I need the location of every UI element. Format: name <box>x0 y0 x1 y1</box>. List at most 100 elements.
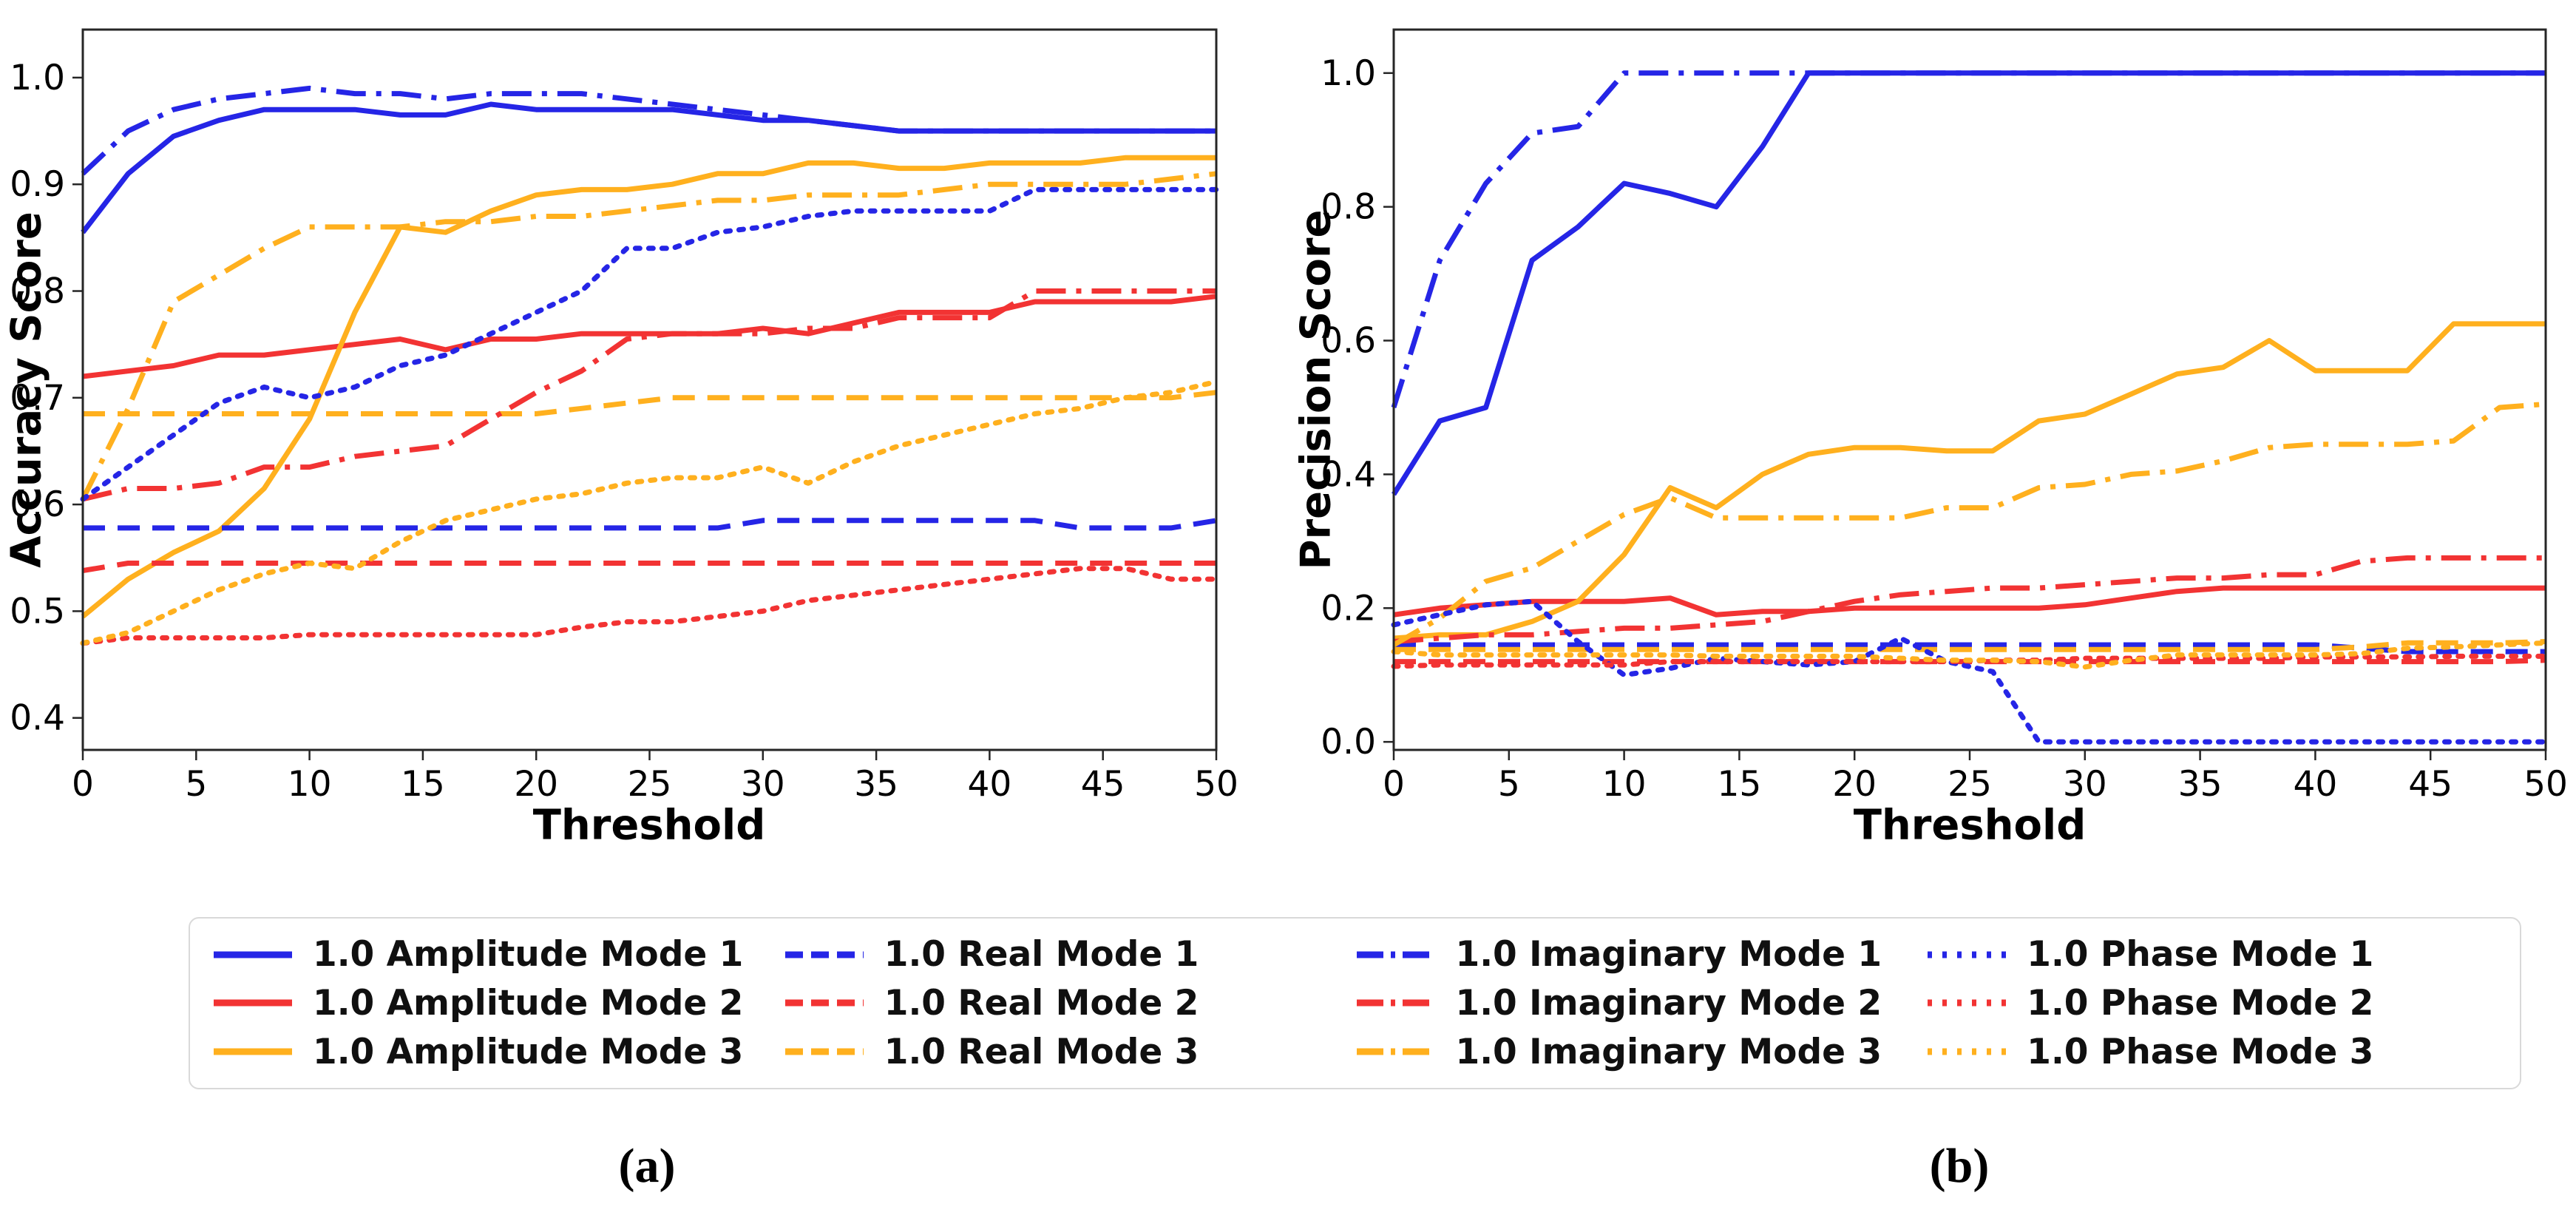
x-tick-label-accuracy-10: 10 <box>288 764 332 805</box>
y-tick-label-accuracy-0.7: 0.7 <box>10 378 65 419</box>
legend-marker-dashed-icon <box>784 951 864 958</box>
legend-marker-dashdot-icon <box>1356 999 1435 1007</box>
y-tick-label-precision-0.6: 0.6 <box>1321 321 1376 362</box>
x-axis-label-accuracy: Threshold <box>532 801 766 850</box>
legend-marker-solid-icon <box>214 1048 292 1055</box>
y-tick-label-accuracy-0.4: 0.4 <box>10 698 65 739</box>
legend-item-1-0-phase-mode-1: 1.0 Phase Mode 1 <box>1926 934 2498 975</box>
y-tick-label-accuracy-0.8: 0.8 <box>10 271 65 312</box>
legend-item-1-0-phase-mode-2: 1.0 Phase Mode 2 <box>1926 983 2498 1024</box>
legend-label: 1.0 Phase Mode 1 <box>2027 934 2374 975</box>
x-tick-label-accuracy-15: 15 <box>401 764 445 805</box>
legend-item-1-0-amplitude-mode-1: 1.0 Amplitude Mode 1 <box>212 934 784 975</box>
x-tick-label-accuracy-20: 20 <box>514 764 558 805</box>
legend-item-1-0-imaginary-mode-3: 1.0 Imaginary Mode 3 <box>1355 1032 1927 1072</box>
legend-item-1-0-amplitude-mode-3: 1.0 Amplitude Mode 3 <box>212 1032 784 1072</box>
legend-marker-dashdot-icon <box>1356 1048 1435 1055</box>
x-tick-label-precision-0: 0 <box>1383 764 1405 805</box>
x-tick-label-accuracy-50: 50 <box>1194 764 1238 805</box>
x-tick-label-accuracy-30: 30 <box>741 764 785 805</box>
series-precision-1-0-phase-mode-3 <box>1391 640 2549 670</box>
y-tick-label-precision-1.0: 1.0 <box>1321 53 1376 94</box>
x-tick-label-precision-35: 35 <box>2178 764 2223 805</box>
series-accuracy-1-0-imaginary-mode-3 <box>80 171 1217 501</box>
legend-label: 1.0 Amplitude Mode 3 <box>313 1031 744 1072</box>
x-tick-label-precision-50: 50 <box>2524 764 2568 805</box>
panel-label-b: (b) <box>1929 1139 1990 1193</box>
series-accuracy-1-0-amplitude-mode-2 <box>82 294 1217 379</box>
series-accuracy-1-0-real-mode-3 <box>83 390 1217 416</box>
x-tick-label-precision-15: 15 <box>1717 764 1761 805</box>
legend-marker-solid-icon <box>214 999 292 1007</box>
legend-label: 1.0 Imaginary Mode 2 <box>1455 982 1882 1024</box>
panel-label-a: (a) <box>618 1139 676 1193</box>
y-tick-label-accuracy-0.9: 0.9 <box>10 164 65 205</box>
legend-item-1-0-real-mode-1: 1.0 Real Mode 1 <box>784 934 1355 975</box>
series-precision-1-0-phase-mode-1 <box>1391 598 2549 745</box>
legend-marker-dotted-icon <box>1928 1048 2007 1055</box>
x-tick-label-accuracy-35: 35 <box>854 764 898 805</box>
series-accuracy-1-0-imaginary-mode-2 <box>82 288 1216 502</box>
legend-marker-dotted-icon <box>1928 951 2007 958</box>
x-tick-label-accuracy-5: 5 <box>185 764 207 805</box>
y-tick-label-accuracy-0.6: 0.6 <box>10 484 65 525</box>
x-tick-label-precision-5: 5 <box>1498 764 1520 805</box>
legend-marker-dashed-icon <box>784 1048 864 1055</box>
x-tick-label-accuracy-0: 0 <box>72 764 94 805</box>
series-precision-1-0-amplitude-mode-2 <box>1393 585 2546 618</box>
series-accuracy-1-0-real-mode-2 <box>82 561 1216 574</box>
plot-border-accuracy <box>81 28 1218 751</box>
x-tick-label-precision-40: 40 <box>2293 764 2337 805</box>
x-tick-label-precision-20: 20 <box>1832 764 1877 805</box>
x-tick-label-precision-10: 10 <box>1602 764 1647 805</box>
plot-border-precision <box>1392 28 2547 751</box>
x-tick-label-accuracy-25: 25 <box>628 764 672 805</box>
legend-label: 1.0 Imaginary Mode 3 <box>1455 1031 1882 1072</box>
legend-item-1-0-imaginary-mode-2: 1.0 Imaginary Mode 2 <box>1355 983 1927 1024</box>
y-tick-label-precision-0.4: 0.4 <box>1321 454 1376 495</box>
legend: 1.0 Amplitude Mode 1 1.0 Amplitude Mode 2… <box>189 917 2521 1089</box>
legend-item-1-0-real-mode-3: 1.0 Real Mode 3 <box>784 1032 1355 1072</box>
series-precision-1-0-imaginary-mode-3 <box>1392 401 2546 648</box>
x-tick-label-precision-45: 45 <box>2408 764 2453 805</box>
y-tick-label-precision-0.0: 0.0 <box>1321 722 1376 762</box>
series-accuracy-1-0-amplitude-mode-3 <box>81 155 1216 619</box>
x-tick-label-accuracy-45: 45 <box>1081 764 1125 805</box>
y-axis-label-precision: Precision Score <box>1292 209 1340 570</box>
y-tick-label-accuracy-1.0: 1.0 <box>10 58 65 98</box>
x-tick-label-accuracy-40: 40 <box>967 764 1011 805</box>
legend-label: 1.0 Real Mode 2 <box>884 982 1199 1024</box>
series-accuracy-1-0-real-mode-1 <box>83 518 1217 531</box>
legend-item-1-0-amplitude-mode-2: 1.0 Amplitude Mode 2 <box>212 983 784 1024</box>
series-accuracy-1-0-imaginary-mode-1 <box>81 85 1216 176</box>
series-precision-1-0-amplitude-mode-1 <box>1392 70 2546 496</box>
legend-marker-dashdot-icon <box>1356 951 1435 958</box>
y-axis-label-accuracy: Accuracy Score <box>2 212 51 568</box>
x-tick-label-precision-30: 30 <box>2063 764 2107 805</box>
y-tick-label-precision-0.2: 0.2 <box>1321 588 1376 629</box>
legend-item-1-0-real-mode-2: 1.0 Real Mode 2 <box>784 983 1355 1024</box>
series-precision-1-0-amplitude-mode-3 <box>1393 321 2546 641</box>
series-precision-1-0-imaginary-mode-2 <box>1393 555 2546 644</box>
legend-marker-dashed-icon <box>784 999 864 1007</box>
series-accuracy-1-0-phase-mode-2 <box>80 566 1219 646</box>
legend-label: 1.0 Amplitude Mode 1 <box>313 934 744 975</box>
legend-label: 1.0 Phase Mode 3 <box>2027 1031 2374 1072</box>
legend-label: 1.0 Amplitude Mode 2 <box>313 982 744 1024</box>
legend-item-1-0-imaginary-mode-1: 1.0 Imaginary Mode 1 <box>1355 934 1927 975</box>
legend-label: 1.0 Real Mode 3 <box>884 1031 1199 1072</box>
series-accuracy-1-0-amplitude-mode-1 <box>81 101 1216 234</box>
x-tick-label-precision-25: 25 <box>1948 764 1992 805</box>
y-tick-label-accuracy-0.5: 0.5 <box>10 591 65 632</box>
legend-label: 1.0 Imaginary Mode 1 <box>1455 934 1882 975</box>
legend-label: 1.0 Real Mode 1 <box>884 934 1199 975</box>
legend-item-1-0-phase-mode-3: 1.0 Phase Mode 3 <box>1926 1032 2498 1072</box>
legend-marker-dotted-icon <box>1928 999 2007 1007</box>
series-accuracy-1-0-phase-mode-1 <box>80 186 1219 502</box>
legend-marker-solid-icon <box>214 951 292 958</box>
series-accuracy-1-0-phase-mode-3 <box>80 379 1219 646</box>
legend-label: 1.0 Phase Mode 2 <box>2027 982 2374 1024</box>
y-tick-label-precision-0.8: 0.8 <box>1321 187 1376 228</box>
